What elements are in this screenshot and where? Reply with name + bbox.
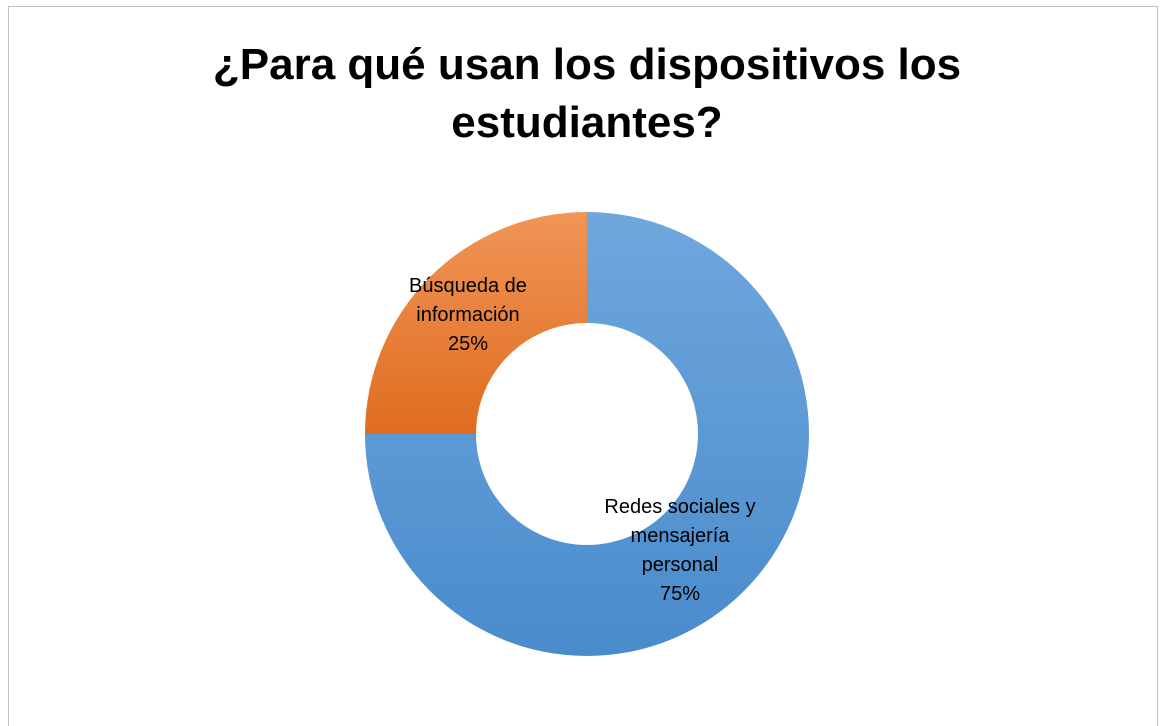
donut-slice-1 — [365, 212, 587, 434]
slice-label-line: personal — [642, 554, 719, 576]
slice-label-line: Búsqueda de — [409, 275, 527, 297]
slice-label-line: 75% — [660, 583, 700, 605]
chart-title: ¿Para qué usan los dispositivos los estu… — [212, 40, 962, 147]
slice-label-line: 25% — [448, 333, 488, 355]
donut-labels: Redes sociales y mensajería personal 75% Bús… — [409, 275, 756, 605]
slice-label-0: Redes sociales y mensajería personal 75% — [604, 496, 755, 605]
donut-slice-0 — [365, 212, 809, 656]
slice-label-line: información — [416, 304, 519, 326]
slice-label-line: Redes sociales y — [604, 496, 755, 518]
donut-slices — [365, 212, 809, 656]
slice-label-line: mensajería — [631, 525, 731, 547]
slice-label-1: Búsqueda de información 25% — [409, 275, 527, 355]
